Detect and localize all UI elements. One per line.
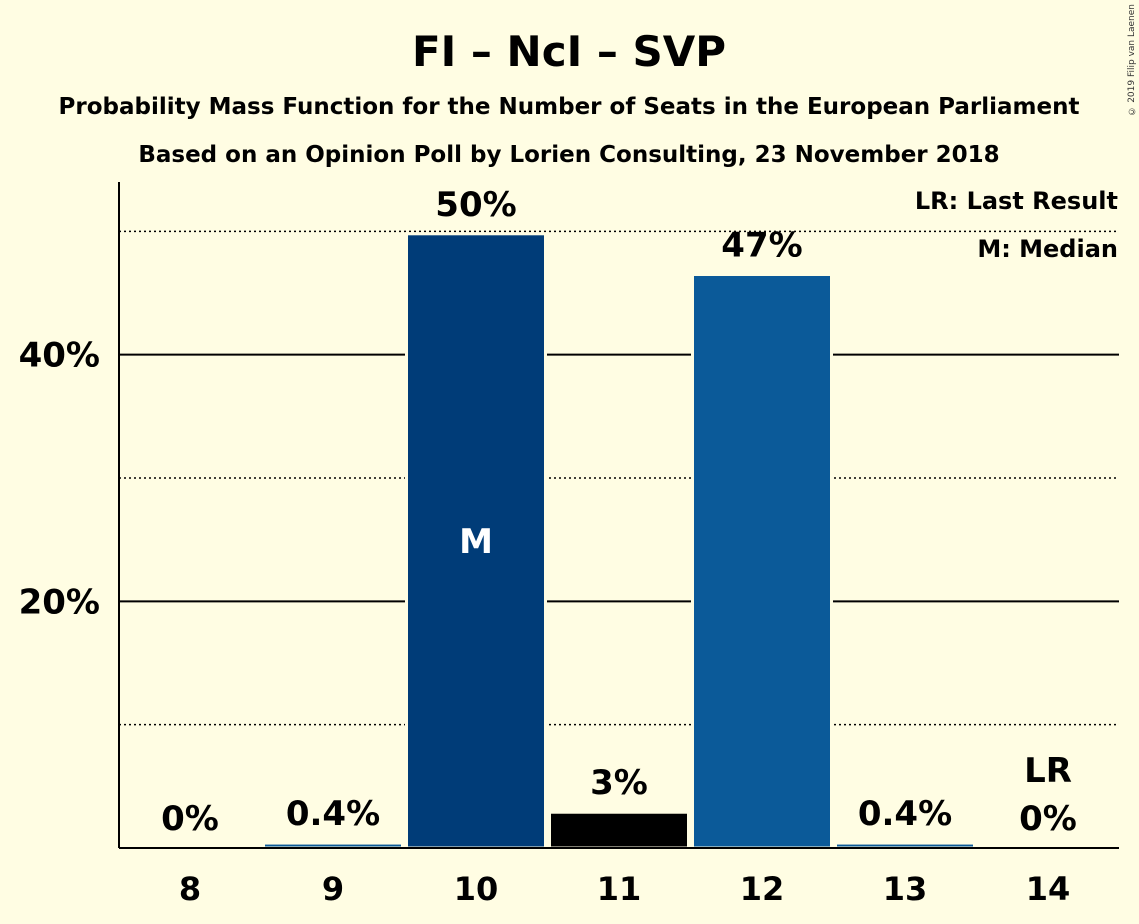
legend-median: M: Median <box>977 235 1118 263</box>
bar <box>691 273 833 850</box>
bar <box>405 232 547 850</box>
chart-title: FI – NcI – SVP <box>412 27 726 76</box>
y-tick-label: 20% <box>19 582 100 622</box>
value-label: 0.4% <box>858 794 952 834</box>
median-marker: M <box>459 522 493 562</box>
value-label: 3% <box>590 763 648 803</box>
bar <box>548 810 690 850</box>
value-label: 0% <box>161 799 219 839</box>
x-tick-label: 11 <box>597 870 642 908</box>
last-result-marker: LR <box>1024 751 1072 791</box>
chart-subtitle-2: Based on an Opinion Poll by Lorien Consu… <box>138 142 999 168</box>
x-tick-label: 10 <box>454 870 499 908</box>
value-label: 47% <box>721 226 802 266</box>
x-tick-label: 8 <box>179 870 201 908</box>
value-label: 0% <box>1019 799 1077 839</box>
value-label: 50% <box>435 185 516 225</box>
axes <box>118 182 1119 849</box>
legend-last-result: LR: Last Result <box>915 187 1118 215</box>
copyright-notice: © 2019 Filip van Laenen <box>1127 4 1137 116</box>
x-tick-label: 13 <box>883 870 928 908</box>
chart-subtitle-1: Probability Mass Function for the Number… <box>59 94 1080 120</box>
bars <box>262 232 976 850</box>
x-tick-label: 14 <box>1026 870 1071 908</box>
value-label: 0.4% <box>286 794 380 834</box>
gridlines <box>119 230 1119 726</box>
y-tick-label: 40% <box>19 336 100 376</box>
x-tick-label: 12 <box>740 870 785 908</box>
x-tick-label: 9 <box>322 870 344 908</box>
labels: 0% 8 0.4% 9 50% 10 M 3% 11 47% 12 0.4% 13 0% 14 LR 20% 40… <box>19 185 1077 908</box>
